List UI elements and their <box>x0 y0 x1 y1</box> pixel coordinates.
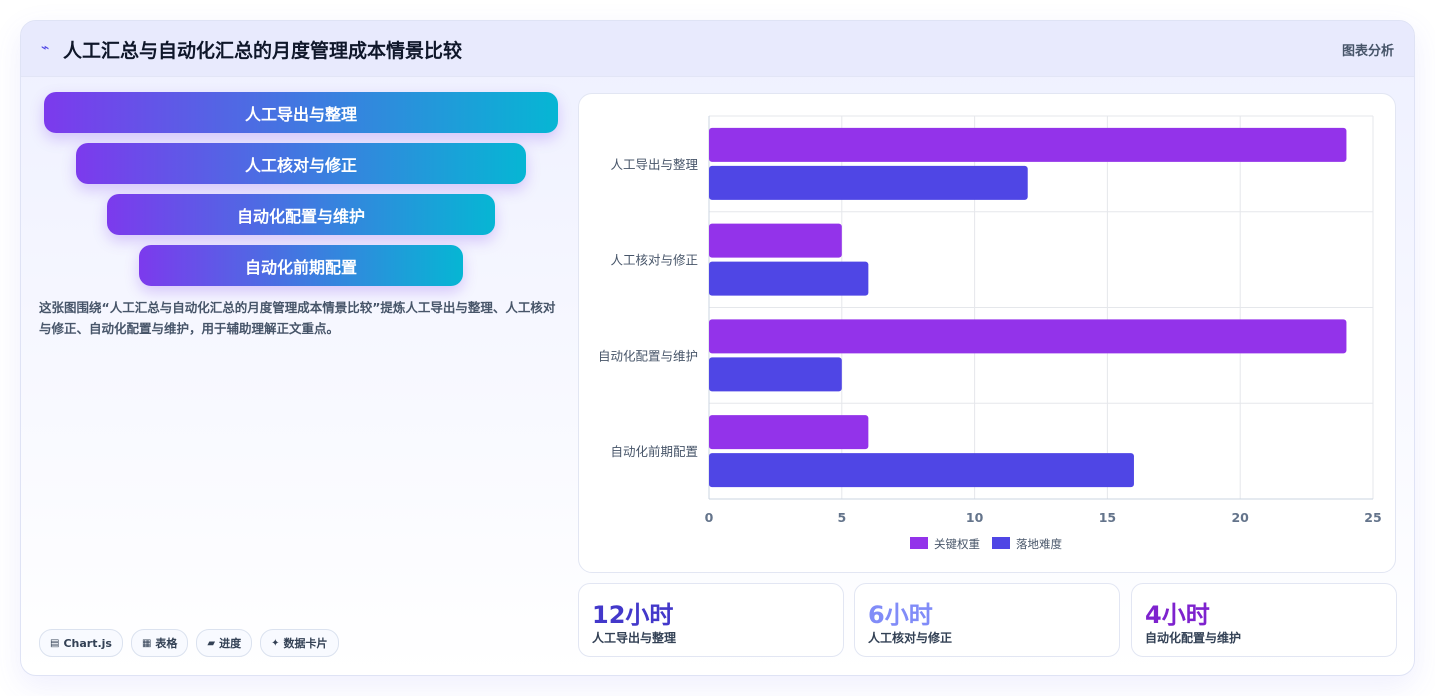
progress-icon: ▰ <box>207 637 216 649</box>
chart-card: ⌁ 人工汇总与自动化汇总的月度管理成本情景比较 图表分析 人工导出与整理 人工核… <box>20 20 1415 676</box>
chart-line-icon: ⌁ <box>41 40 50 56</box>
legend-label: 关键权重 <box>934 537 980 551</box>
x-tick-label: 15 <box>1099 510 1116 525</box>
sparkle-icon: ✦ <box>271 637 280 649</box>
tag-data-card[interactable]: ✦ 数据卡片 <box>260 629 339 657</box>
stat-card: 4小时 自动化配置与维护 <box>1131 583 1397 657</box>
bar <box>709 261 869 296</box>
tag-table[interactable]: ▦ 表格 <box>130 629 189 657</box>
tag-label: Chart.js <box>63 636 112 650</box>
x-tick-label: 10 <box>966 510 984 525</box>
stat-card: 12小时 人工导出与整理 <box>578 583 844 657</box>
stat-value: 6小时 <box>868 601 933 629</box>
tag-chartjs[interactable]: ▤ Chart.js <box>39 629 123 657</box>
funnel-step: 人工导出与整理 <box>44 92 558 133</box>
chart-description: 这张图围绕“人工汇总与自动化汇总的月度管理成本情景比较”提炼人工导出与整理、人工… <box>39 300 556 336</box>
tag-progress[interactable]: ▰ 进度 <box>196 629 253 657</box>
stat-label: 人工导出与整理 <box>592 631 677 645</box>
y-tick-label: 自动化配置与维护 <box>598 348 698 363</box>
bar <box>709 453 1134 488</box>
bar <box>709 127 1347 162</box>
chart-icon: ▤ <box>50 637 60 649</box>
bar <box>709 223 842 258</box>
funnel-step: 人工核对与修正 <box>76 143 526 184</box>
stat-card: 6小时 人工核对与修正 <box>854 583 1120 657</box>
bar <box>709 319 1347 354</box>
legend-swatch <box>910 537 928 549</box>
bar <box>709 165 1028 200</box>
funnel-step: 自动化配置与维护 <box>107 194 495 235</box>
page-title: 人工汇总与自动化汇总的月度管理成本情景比较 <box>63 40 463 62</box>
card-header: ⌁ 人工汇总与自动化汇总的月度管理成本情景比较 图表分析 <box>21 21 1414 77</box>
bar <box>709 357 842 392</box>
legend-label: 落地难度 <box>1016 537 1062 551</box>
x-tick-label: 25 <box>1364 510 1381 525</box>
funnel-step: 自动化前期配置 <box>139 245 463 286</box>
tag-label: 进度 <box>219 637 242 650</box>
x-tick-label: 0 <box>705 510 714 525</box>
stat-label: 人工核对与修正 <box>868 631 953 645</box>
chart-analysis-label: 图表分析 <box>1341 44 1394 59</box>
y-tick-label: 人工核对与修正 <box>610 253 698 268</box>
legend-swatch <box>992 537 1010 549</box>
stat-label: 自动化配置与维护 <box>1145 631 1242 645</box>
x-tick-label: 5 <box>837 510 846 525</box>
stat-value: 4小时 <box>1145 601 1210 629</box>
stat-value: 12小时 <box>592 601 674 629</box>
tag-label: 数据卡片 <box>283 637 328 650</box>
y-tick-label: 自动化前期配置 <box>610 444 698 459</box>
bar <box>709 415 869 450</box>
table-icon: ▦ <box>141 637 152 649</box>
y-tick-label: 人工导出与整理 <box>610 157 698 172</box>
bar-chart-panel: 人工导出与整理 人工核对与修正自动化配置与维护自动化前期配置 0 5 10 15 20 25 关… <box>578 93 1396 573</box>
tag-label: 表格 <box>155 637 178 650</box>
tag-list: ▤ Chart.js ▦ 表格 ▰ 进度 ✦ 数据卡片 <box>39 629 339 657</box>
x-tick-label: 20 <box>1231 510 1249 525</box>
